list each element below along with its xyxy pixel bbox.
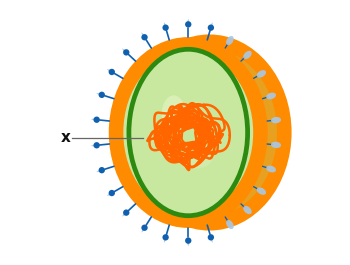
Polygon shape — [107, 191, 113, 196]
Circle shape — [99, 92, 105, 98]
Ellipse shape — [271, 142, 281, 148]
Circle shape — [185, 21, 191, 28]
Circle shape — [208, 234, 214, 241]
Ellipse shape — [243, 206, 252, 214]
Polygon shape — [91, 118, 97, 122]
Circle shape — [185, 237, 191, 244]
Polygon shape — [141, 227, 146, 233]
Ellipse shape — [180, 150, 212, 168]
Circle shape — [162, 234, 169, 241]
Circle shape — [141, 224, 148, 231]
Circle shape — [123, 209, 130, 216]
Ellipse shape — [226, 36, 234, 45]
Ellipse shape — [266, 166, 276, 173]
Polygon shape — [141, 32, 146, 38]
Circle shape — [93, 142, 100, 148]
Circle shape — [123, 49, 130, 56]
Circle shape — [99, 167, 105, 173]
Polygon shape — [209, 237, 213, 243]
Ellipse shape — [109, 37, 268, 228]
Ellipse shape — [142, 49, 277, 216]
Circle shape — [141, 34, 148, 41]
Circle shape — [162, 24, 169, 31]
Polygon shape — [122, 211, 127, 217]
Polygon shape — [209, 22, 213, 28]
Circle shape — [208, 24, 214, 31]
Circle shape — [108, 190, 115, 196]
Polygon shape — [96, 168, 102, 172]
Polygon shape — [91, 143, 97, 147]
Polygon shape — [122, 48, 127, 54]
Polygon shape — [187, 19, 190, 24]
Circle shape — [93, 117, 100, 123]
Ellipse shape — [162, 95, 186, 132]
Ellipse shape — [126, 47, 250, 218]
Ellipse shape — [257, 187, 266, 195]
Polygon shape — [187, 241, 190, 246]
Polygon shape — [164, 22, 167, 28]
Text: x: x — [61, 130, 71, 145]
Ellipse shape — [131, 52, 245, 213]
Polygon shape — [107, 69, 113, 74]
Circle shape — [108, 69, 115, 75]
Ellipse shape — [127, 34, 292, 231]
Ellipse shape — [271, 117, 281, 123]
Ellipse shape — [243, 51, 252, 59]
Polygon shape — [96, 93, 102, 97]
Polygon shape — [164, 237, 167, 243]
Ellipse shape — [123, 52, 253, 213]
Ellipse shape — [226, 220, 234, 229]
Ellipse shape — [266, 92, 276, 99]
Ellipse shape — [257, 70, 266, 78]
